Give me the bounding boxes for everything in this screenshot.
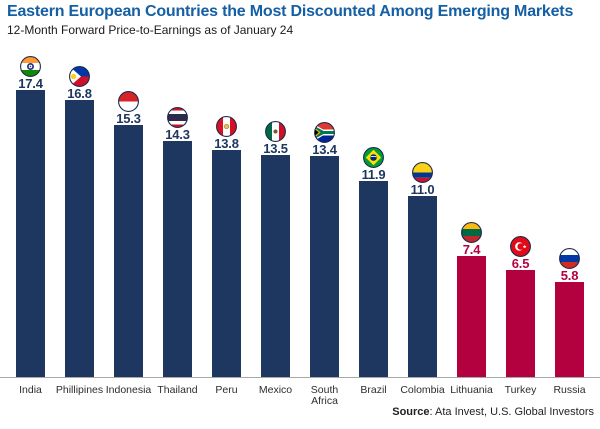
bar-value-label: 5.8 — [560, 268, 579, 283]
bar-value-label: 13.5 — [263, 141, 288, 156]
bar-value-label: 11.0 — [410, 182, 435, 197]
bar-value-label: 16.8 — [67, 86, 92, 101]
bar — [506, 270, 535, 378]
bar — [261, 155, 290, 378]
x-axis-label: Brazil — [360, 384, 387, 396]
flag-peru-icon — [216, 116, 237, 137]
source-text: : Ata Invest, U.S. Global Investors — [429, 406, 594, 418]
x-axis-label: Lithuania — [450, 384, 493, 396]
bar — [163, 141, 192, 378]
flag-philippines-icon — [69, 66, 90, 87]
x-axis-label: Mexico — [258, 384, 293, 396]
bar-value-label: 17.4 — [18, 76, 43, 91]
bar-value-label: 13.8 — [214, 136, 239, 151]
chart-subtitle: 12-Month Forward Price-to-Earnings as of… — [7, 23, 294, 37]
flag-south-africa-icon — [314, 122, 335, 143]
bar — [114, 125, 143, 378]
flag-mexico-icon — [265, 121, 286, 142]
x-axis-label: South Africa — [310, 384, 339, 407]
bar-value-label: 15.3 — [116, 111, 141, 126]
flag-brazil-icon — [363, 147, 384, 168]
bar — [457, 256, 486, 378]
x-axis-label: Peru — [215, 384, 238, 396]
flag-thailand-icon — [167, 107, 188, 128]
bar-value-label: 11.9 — [361, 167, 386, 182]
bar — [310, 156, 339, 378]
bar — [408, 196, 437, 378]
bar-value-label: 13.4 — [312, 142, 337, 157]
bar-value-label: 7.4 — [462, 242, 481, 257]
bar — [359, 181, 388, 378]
chart-title: Eastern European Countries the Most Disc… — [7, 3, 574, 20]
x-axis-line — [0, 377, 600, 378]
x-axis-label: Phillipines — [55, 384, 104, 396]
bar-value-label: 6.5 — [511, 256, 530, 271]
bar-value-label: 14.3 — [165, 127, 190, 142]
x-axis-label: India — [19, 384, 42, 396]
bar-chart-plot-area: 17.4 India 16.8 Phillipines 15.3 Indonesia … — [0, 40, 600, 429]
flag-indonesia-icon — [118, 91, 139, 112]
x-axis-label: Thailand — [157, 384, 198, 396]
bar — [212, 150, 241, 378]
source-note: Source: Ata Invest, U.S. Global Investor… — [392, 406, 594, 418]
bar — [65, 100, 94, 378]
x-axis-label: Indonesia — [105, 384, 152, 396]
bar — [16, 90, 45, 378]
x-axis-label: Turkey — [504, 384, 537, 396]
flag-russia-icon — [559, 248, 580, 269]
bar — [555, 282, 584, 378]
flag-colombia-icon — [412, 162, 433, 183]
x-axis-label: Colombia — [400, 384, 445, 396]
flag-lithuania-icon — [461, 222, 482, 243]
flag-turkey-icon — [510, 236, 531, 257]
source-label: Source — [392, 406, 430, 418]
flag-india-icon — [20, 56, 41, 77]
x-axis-label: Russia — [553, 384, 586, 396]
